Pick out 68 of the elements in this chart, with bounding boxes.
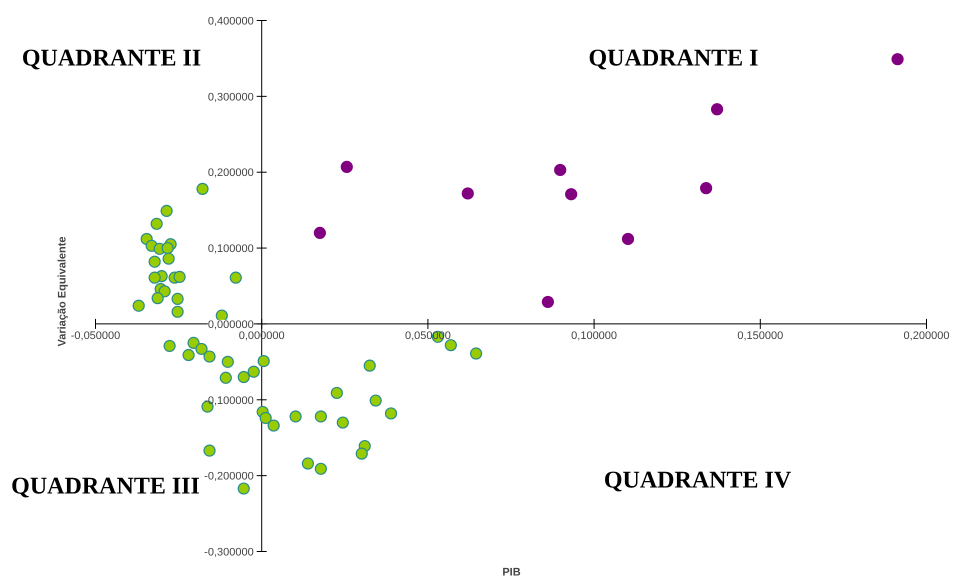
- x-tick-label: 0,200000: [904, 330, 950, 342]
- point: [182, 348, 195, 362]
- annotation: QUADRANTE I: [588, 46, 759, 72]
- point: [336, 416, 349, 429]
- point: [444, 339, 457, 352]
- annotation: QUADRANTE III: [11, 474, 200, 500]
- point: [164, 340, 176, 352]
- point: [162, 252, 175, 265]
- point: [470, 347, 482, 360]
- point: [891, 53, 904, 66]
- point: [314, 226, 326, 239]
- x-axis-title: PIB: [502, 566, 521, 578]
- x-tick-label: 0,150000: [737, 330, 784, 342]
- y-axis-title: Variação Equivalente: [56, 236, 68, 347]
- y-tick-label: 0,400000: [208, 16, 254, 28]
- point: [314, 410, 327, 423]
- point: [364, 360, 376, 372]
- y-tick-label: 0,100000: [208, 243, 254, 256]
- annotation: QUADRANTE II: [22, 46, 202, 72]
- point: [260, 412, 272, 424]
- point: [148, 256, 161, 268]
- point: [173, 270, 186, 283]
- point: [148, 272, 161, 284]
- point: [462, 187, 474, 200]
- point: [238, 370, 250, 384]
- point: [152, 292, 164, 304]
- point: [162, 242, 174, 254]
- point: [268, 419, 280, 432]
- point: [220, 372, 232, 384]
- point: [238, 482, 250, 495]
- point: [330, 386, 343, 400]
- point: [384, 407, 398, 420]
- point: [203, 444, 216, 457]
- point: [370, 394, 382, 407]
- x-tick-label: 0,100000: [571, 330, 618, 342]
- point: [196, 182, 209, 195]
- point: [150, 218, 163, 230]
- point: [222, 356, 234, 368]
- y-tick-label: 0,000000: [208, 318, 254, 331]
- y-tick-label: -0,100000: [204, 394, 254, 407]
- point: [160, 204, 173, 217]
- point: [230, 272, 242, 284]
- point: [302, 457, 314, 470]
- point: [248, 366, 260, 378]
- x-tick-label: -0,050000: [70, 330, 120, 342]
- point: [340, 160, 353, 173]
- y-tick-label: 0,200000: [208, 167, 254, 180]
- point: [554, 164, 566, 176]
- point: [710, 103, 724, 116]
- point: [195, 342, 208, 356]
- point: [314, 462, 327, 475]
- point: [356, 448, 368, 460]
- y-tick-label: 0,300000: [208, 91, 254, 104]
- y-tick-label: -0,300000: [204, 546, 254, 558]
- y-tick-label: -0,200000: [204, 470, 254, 483]
- point: [158, 285, 171, 298]
- point: [565, 188, 578, 200]
- point: [700, 182, 712, 194]
- point: [187, 336, 200, 349]
- point: [290, 410, 302, 423]
- point: [172, 306, 184, 318]
- point: [132, 300, 145, 312]
- point: [542, 296, 554, 308]
- point: [258, 355, 270, 368]
- point: [172, 292, 184, 305]
- annotation: QUADRANTE IV: [604, 468, 792, 494]
- point: [622, 232, 634, 246]
- point: [203, 350, 216, 363]
